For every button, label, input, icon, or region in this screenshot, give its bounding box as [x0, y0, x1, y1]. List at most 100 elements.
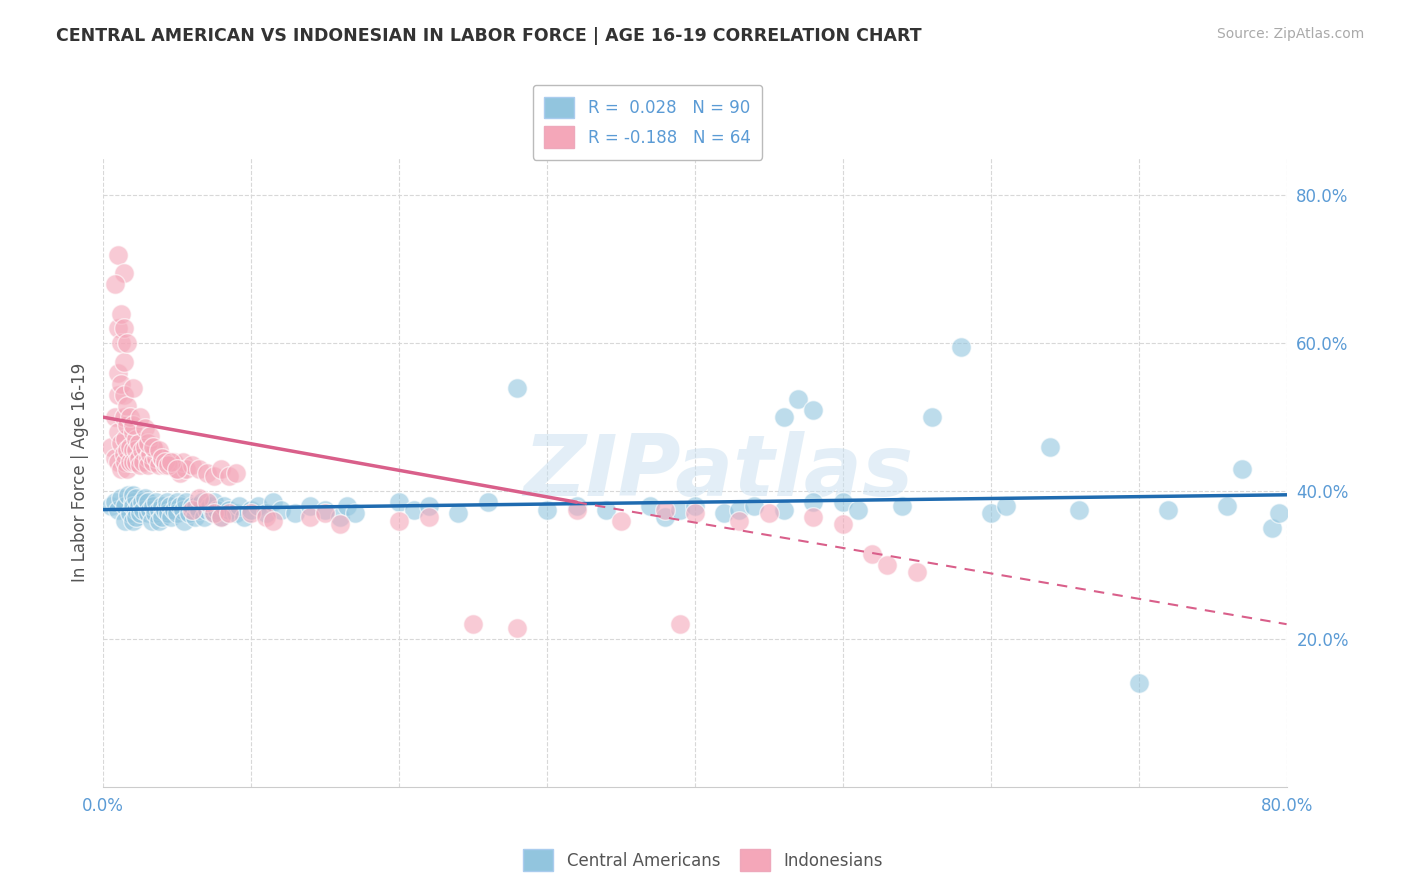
Point [148, 514, 170, 528]
Point [172, 502, 194, 516]
Point [136, 458, 159, 473]
Point [159, 499, 181, 513]
Point [112, 410, 135, 425]
Point [110, 491, 132, 506]
Point [329, 517, 352, 532]
Point [1232, 462, 1254, 476]
Text: ZIPatlas: ZIPatlas [523, 431, 914, 514]
Point [100, 440, 122, 454]
Point [1268, 506, 1291, 520]
Point [121, 495, 143, 509]
Point [193, 510, 215, 524]
Point [112, 321, 135, 335]
Point [160, 510, 183, 524]
Point [157, 506, 180, 520]
Point [114, 514, 136, 528]
Point [232, 510, 254, 524]
Point [114, 433, 136, 447]
Point [136, 506, 159, 520]
Point [129, 458, 152, 473]
Point [107, 388, 129, 402]
Point [110, 307, 132, 321]
Point [136, 495, 159, 509]
Point [225, 466, 247, 480]
Point [143, 443, 166, 458]
Point [166, 462, 188, 476]
Point [169, 499, 191, 513]
Point [218, 502, 240, 516]
Point [506, 381, 529, 395]
Point [118, 506, 141, 520]
Point [1069, 502, 1091, 516]
Point [565, 502, 588, 516]
Point [461, 617, 484, 632]
Point [134, 491, 156, 506]
Point [247, 499, 270, 513]
Point [121, 488, 143, 502]
Point [174, 462, 197, 476]
Point [134, 421, 156, 435]
Point [1128, 676, 1150, 690]
Y-axis label: In Labor Force | Age 16-19: In Labor Force | Age 16-19 [72, 363, 89, 582]
Point [188, 491, 211, 506]
Point [240, 506, 263, 520]
Point [713, 506, 735, 520]
Point [860, 547, 883, 561]
Point [107, 425, 129, 439]
Point [314, 506, 336, 520]
Point [202, 469, 225, 483]
Point [166, 462, 188, 476]
Point [831, 517, 853, 532]
Point [1261, 521, 1284, 535]
Point [980, 506, 1002, 520]
Point [128, 499, 150, 513]
Point [758, 506, 780, 520]
Point [772, 410, 794, 425]
Text: Source: ZipAtlas.com: Source: ZipAtlas.com [1216, 27, 1364, 41]
Point [831, 495, 853, 509]
Point [921, 410, 943, 425]
Point [211, 462, 233, 476]
Point [132, 502, 155, 516]
Point [100, 499, 122, 513]
Point [772, 502, 794, 516]
Point [683, 506, 706, 520]
Point [118, 454, 141, 468]
Point [160, 458, 183, 473]
Point [654, 502, 676, 516]
Point [343, 506, 366, 520]
Point [155, 454, 177, 468]
Point [148, 502, 170, 516]
Point [121, 443, 143, 458]
Point [124, 454, 146, 468]
Point [336, 499, 359, 513]
Point [184, 510, 207, 524]
Point [299, 499, 322, 513]
Point [115, 336, 138, 351]
Point [195, 502, 218, 516]
Point [202, 506, 225, 520]
Point [188, 462, 211, 476]
Point [388, 495, 411, 509]
Point [284, 506, 307, 520]
Point [254, 510, 277, 524]
Point [169, 466, 191, 480]
Point [112, 266, 135, 280]
Point [728, 502, 751, 516]
Point [112, 388, 135, 402]
Point [565, 499, 588, 513]
Point [801, 495, 824, 509]
Point [110, 462, 132, 476]
Point [131, 443, 153, 458]
Point [654, 510, 676, 524]
Point [218, 469, 240, 483]
Point [150, 510, 173, 524]
Point [142, 499, 165, 513]
Point [214, 499, 236, 513]
Point [129, 410, 152, 425]
Point [124, 491, 146, 506]
Point [669, 502, 692, 516]
Point [198, 499, 221, 513]
Point [139, 428, 162, 442]
Point [742, 499, 765, 513]
